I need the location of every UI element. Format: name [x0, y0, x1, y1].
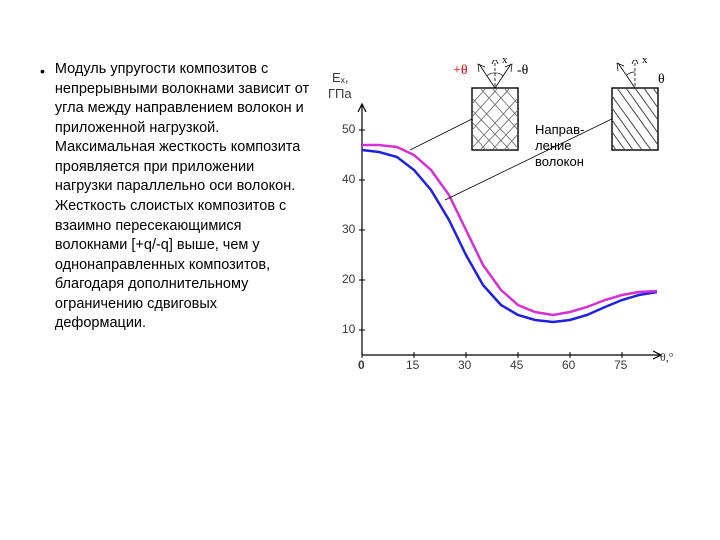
ytick-10: 10 — [342, 322, 355, 336]
body-paragraph: Модуль упругости композитов с непрерывны… — [55, 60, 310, 334]
bullet-icon: • — [40, 62, 45, 82]
xtick-0: 0 — [358, 358, 365, 372]
label-minus-theta: -θ — [517, 63, 528, 79]
fiber-dir-3: волокон — [535, 154, 584, 169]
ytick-50: 50 — [342, 122, 355, 136]
ytick-30: 30 — [342, 222, 355, 236]
xtick-60: 60 — [562, 358, 575, 372]
fiber-dir-2: ление — [535, 138, 572, 153]
diagram-unidirectional — [612, 60, 658, 150]
fiber-dir-1: Направ- — [535, 122, 584, 137]
chart-area: Eₓ, ГПа — [320, 60, 700, 400]
xtick-45: 45 — [510, 358, 523, 372]
label-x-crossply: x — [502, 54, 508, 66]
xtick-15: 15 — [406, 358, 419, 372]
label-x-uni: x — [642, 54, 648, 66]
diagram-crossply — [472, 60, 518, 150]
x-axis-label: θ,° — [660, 350, 674, 365]
label-plus-theta: +θ — [453, 63, 468, 79]
text-column: • Модуль упругости композитов с непрерыв… — [40, 60, 310, 400]
ytick-20: 20 — [342, 272, 355, 286]
series-crossply — [362, 145, 657, 315]
chart-svg — [320, 60, 690, 400]
xtick-75: 75 — [614, 358, 627, 372]
xtick-30: 30 — [458, 358, 471, 372]
label-theta-uni: θ — [658, 72, 665, 88]
ytick-40: 40 — [342, 172, 355, 186]
